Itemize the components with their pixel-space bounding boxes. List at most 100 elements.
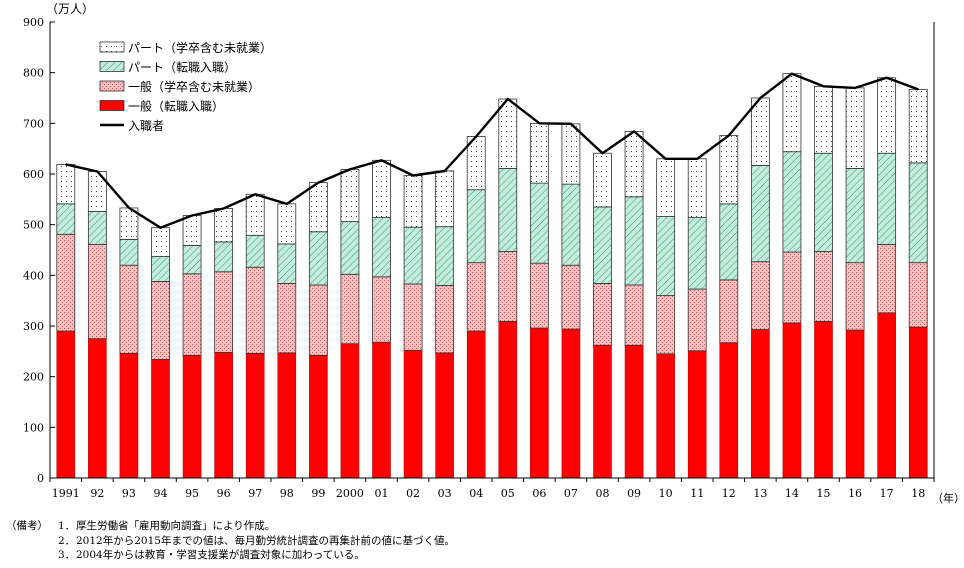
x-tick-label: 16 bbox=[848, 487, 862, 500]
legend-item: パート（転職入職） bbox=[99, 61, 236, 75]
total-hires-point bbox=[349, 168, 351, 171]
bar-segment bbox=[214, 208, 234, 243]
bar-segment bbox=[624, 131, 644, 198]
bar-segment bbox=[308, 231, 328, 286]
x-tick-label: 1991 bbox=[52, 487, 80, 500]
bar-segment bbox=[435, 226, 455, 286]
bar-segment bbox=[498, 168, 518, 252]
bar-segment bbox=[245, 266, 265, 354]
bar-segment bbox=[845, 168, 865, 264]
note-1-number: 1． bbox=[58, 520, 76, 532]
bar-segment bbox=[340, 273, 360, 345]
y-tick-label: 600 bbox=[23, 168, 44, 181]
bar-segment bbox=[908, 326, 928, 479]
bar-segment bbox=[908, 162, 928, 264]
bar-segment bbox=[845, 262, 865, 331]
total-hires-point bbox=[854, 87, 856, 89]
bar-segment bbox=[214, 241, 234, 273]
x-tick-label: 94 bbox=[154, 487, 168, 500]
total-hires-point bbox=[506, 98, 509, 100]
bar-segment bbox=[182, 273, 202, 356]
bar-segment bbox=[151, 281, 170, 360]
x-tick-label: 06 bbox=[532, 487, 546, 500]
bar-segment bbox=[561, 264, 581, 330]
y-tick-label: 800 bbox=[23, 67, 44, 80]
note-2-number: 2． bbox=[58, 534, 76, 547]
bar-segment bbox=[403, 226, 423, 285]
bar-segment bbox=[340, 169, 360, 223]
bar-segment bbox=[340, 221, 360, 275]
total-hires-point bbox=[601, 152, 604, 155]
bar-segment bbox=[593, 283, 612, 346]
bar-segment bbox=[151, 359, 170, 479]
x-tick-label: 95 bbox=[185, 487, 199, 500]
total-hires-point bbox=[128, 207, 130, 209]
bar-segment bbox=[687, 158, 707, 218]
total-hires-point bbox=[727, 134, 730, 137]
x-tick-label: 03 bbox=[438, 487, 452, 500]
x-tick-label: 11 bbox=[690, 487, 704, 500]
total-hires-point bbox=[759, 97, 762, 99]
bar-segment bbox=[308, 284, 328, 356]
x-tick-label: 92 bbox=[90, 487, 104, 500]
legend-item: 入職者 bbox=[100, 119, 164, 133]
x-tick-label: 13 bbox=[753, 487, 767, 500]
notes-label: （備考） bbox=[6, 520, 48, 532]
bar-segment bbox=[877, 77, 897, 154]
bar-segment bbox=[877, 312, 896, 479]
total-hires-point bbox=[285, 203, 288, 205]
bar-segment bbox=[151, 256, 170, 282]
bar-segment bbox=[245, 234, 265, 268]
x-tick-label: 15 bbox=[817, 487, 831, 500]
bar-segment bbox=[656, 158, 676, 217]
bar-segment bbox=[877, 152, 897, 245]
legend-swatch bbox=[99, 100, 125, 111]
bar-segment bbox=[309, 355, 328, 479]
bar-segment bbox=[782, 251, 802, 324]
bar-segment bbox=[245, 193, 265, 236]
total-hires-point bbox=[159, 226, 162, 229]
legend-item: パート（学卒含む未就業） bbox=[99, 40, 272, 55]
legend-swatch bbox=[99, 80, 125, 92]
total-hires-point bbox=[222, 207, 225, 210]
bar-segment bbox=[403, 283, 423, 351]
bar-segment bbox=[845, 87, 865, 169]
bar-segment bbox=[56, 330, 76, 479]
legend-item: 一般（学卒含む未就業） bbox=[99, 79, 260, 94]
bar-segment bbox=[435, 285, 455, 354]
bar-segment bbox=[719, 135, 739, 205]
bar-segment bbox=[751, 329, 770, 479]
bar-segment bbox=[814, 85, 833, 154]
y-tick-label: 900 bbox=[23, 16, 44, 29]
x-tick-label: 04 bbox=[469, 487, 483, 500]
bar-segment bbox=[719, 279, 739, 344]
bar-segment bbox=[372, 217, 391, 278]
bar-segment bbox=[782, 73, 802, 153]
total-hires-point bbox=[380, 159, 383, 162]
bar-segment bbox=[435, 170, 455, 228]
y-axis-label: （万人） bbox=[46, 2, 94, 16]
bar-segment bbox=[498, 321, 518, 479]
bar-segment bbox=[529, 262, 549, 329]
bar-segment bbox=[687, 350, 707, 479]
note-3-text: 2004年からは教育・学習支援業が調査対象に加わっている。 bbox=[76, 549, 365, 561]
bar-segment bbox=[719, 342, 739, 479]
bar-segment bbox=[372, 341, 391, 479]
bar-segment bbox=[624, 344, 644, 479]
y-tick-label: 200 bbox=[23, 371, 44, 384]
note-3: 3．2004年からは教育・学習支援業が調査対象に加わっている。 bbox=[6, 548, 455, 563]
bar-segment bbox=[466, 189, 486, 264]
bar-segment bbox=[277, 243, 297, 284]
bar-segment bbox=[56, 233, 76, 332]
bar-segment bbox=[56, 163, 76, 205]
bar-segment bbox=[182, 355, 202, 479]
bar-segment bbox=[372, 159, 391, 218]
bar-segment bbox=[151, 227, 170, 257]
bar-segment bbox=[750, 97, 770, 166]
x-tick-label: 12 bbox=[722, 487, 736, 500]
bar-segment bbox=[782, 151, 802, 253]
total-hires-point bbox=[96, 170, 99, 173]
total-hires-point bbox=[633, 130, 635, 133]
x-tick-label: 10 bbox=[659, 487, 673, 500]
bar-segment bbox=[561, 123, 581, 185]
